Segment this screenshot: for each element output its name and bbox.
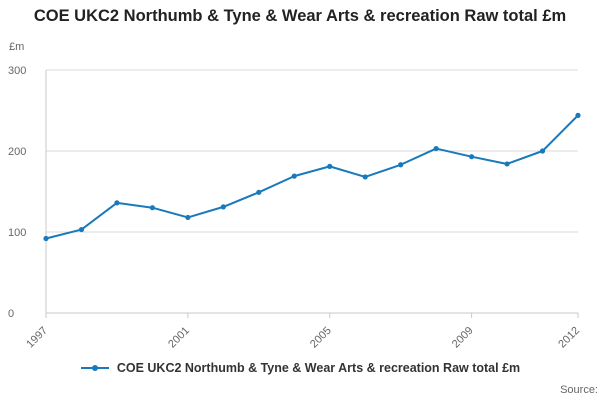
line-chart-svg: 0 100 200 300 1997 2001 2005 2009 2012 bbox=[8, 65, 582, 351]
chart-title: COE UKC2 Northumb & Tyne & Wear Arts & r… bbox=[33, 7, 567, 25]
data-point-marker bbox=[78, 226, 85, 233]
data-point-marker bbox=[291, 173, 297, 179]
legend: COE UKC2 Northumb & Tyne & Wear Arts & r… bbox=[0, 361, 600, 375]
x-tick-label: 2005 bbox=[308, 325, 334, 351]
data-point-marker bbox=[114, 200, 120, 206]
data-point-marker bbox=[362, 174, 368, 180]
data-point-marker bbox=[327, 163, 333, 169]
series-line bbox=[45, 114, 579, 240]
data-point-marker bbox=[220, 204, 226, 210]
legend-label: COE UKC2 Northumb & Tyne & Wear Arts & r… bbox=[116, 361, 521, 375]
x-tick-label: 2009 bbox=[450, 325, 476, 351]
data-point-marker bbox=[469, 154, 475, 160]
data-point-marker bbox=[398, 162, 404, 168]
y-tick-label: 300 bbox=[8, 65, 26, 77]
data-point-marker bbox=[149, 205, 155, 211]
data-point-marker bbox=[185, 214, 191, 221]
data-point-marker bbox=[575, 112, 581, 118]
legend-line-marker-icon bbox=[80, 365, 109, 371]
x-tick-label: 2001 bbox=[166, 325, 192, 351]
source-label: Source: bbox=[560, 384, 598, 396]
y-tick-label: 100 bbox=[8, 227, 26, 239]
x-tick-label: 2012 bbox=[556, 325, 582, 351]
y-tick-label: 200 bbox=[8, 146, 26, 158]
data-point-marker bbox=[539, 148, 546, 154]
data-point-marker bbox=[433, 145, 439, 152]
data-point-marker bbox=[504, 161, 510, 167]
data-point-marker bbox=[256, 189, 262, 195]
y-tick-label: 0 bbox=[8, 308, 14, 320]
data-point-marker bbox=[43, 235, 49, 242]
x-tick-label: 1997 bbox=[24, 325, 50, 351]
y-axis-unit-label: £m bbox=[9, 41, 25, 53]
